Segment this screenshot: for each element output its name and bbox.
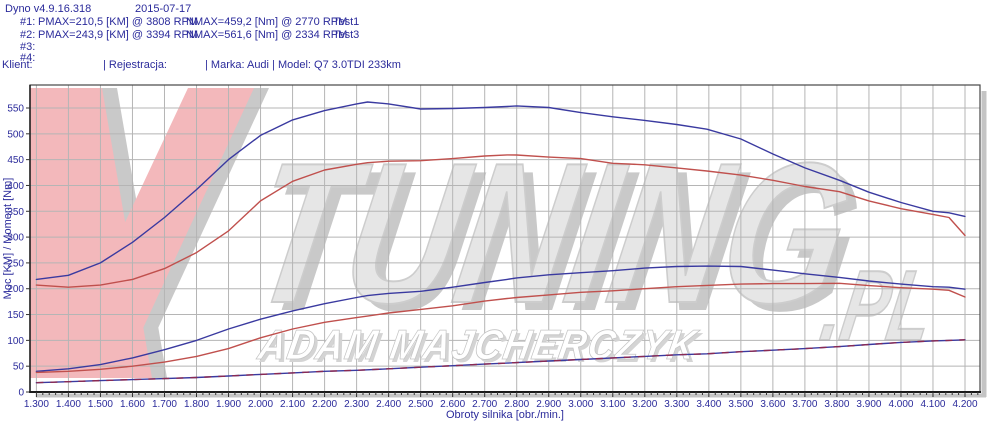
x-tick-label: 1.300 <box>24 399 49 410</box>
x-tick-label: 2.400 <box>376 399 401 410</box>
y-tick-label: 200 <box>7 284 24 295</box>
run2-id: #2: <box>20 29 36 41</box>
x-tick-label: 2.200 <box>312 399 337 410</box>
make-model-label: | Marka: Audi | Model: Q7 3.0TDI 233km <box>205 59 401 71</box>
run4-id: #4: <box>20 52 36 64</box>
x-tick-label: 3.500 <box>728 399 753 410</box>
x-tick-label: 3.600 <box>760 399 785 410</box>
x-tick-label: 2.300 <box>344 399 369 410</box>
x-tick-label: 3.900 <box>856 399 881 410</box>
y-tick-label: 350 <box>7 207 24 218</box>
y-tick-label: 250 <box>7 258 24 269</box>
x-tick-label: 2.500 <box>408 399 433 410</box>
y-tick-label: 500 <box>7 129 24 140</box>
y-tick-label: 50 <box>13 362 25 373</box>
x-tick-label: 2.600 <box>440 399 465 410</box>
x-tick-label: 1.800 <box>184 399 209 410</box>
watermark-author-text: ADAM MAJCHERCZYK <box>254 321 702 368</box>
y-tick-label: 150 <box>7 310 24 321</box>
x-tick-label: 2.000 <box>248 399 273 410</box>
run3-id: #3: <box>20 41 36 53</box>
registration-label: | Rejestracja: <box>103 59 167 71</box>
x-tick-label: 2.700 <box>472 399 497 410</box>
y-tick-label: 400 <box>7 181 24 192</box>
report-date: 2015-07-17 <box>135 3 192 15</box>
run1-test-label: Test1 <box>333 16 360 28</box>
x-tick-label: 1.500 <box>88 399 113 410</box>
x-tick-label: 4.100 <box>920 399 945 410</box>
plot-shadow-bottom <box>36 393 986 398</box>
y-tick-label: 0 <box>18 388 24 399</box>
x-tick-label: 3.200 <box>632 399 657 410</box>
x-tick-label: 3.400 <box>696 399 721 410</box>
y-tick-label: 450 <box>7 155 24 166</box>
curve-torque-test1 <box>35 154 966 288</box>
x-tick-label: 1.600 <box>120 399 145 410</box>
run2-test-label: Test3 <box>333 29 360 41</box>
run2-pmax: PMAX=243,9 [KM] @ 3394 RPM <box>38 29 199 41</box>
x-axis-title: Obroty silnika [obr./min.] <box>446 409 564 421</box>
x-tick-label: 3.300 <box>664 399 689 410</box>
y-tick-label: 550 <box>7 104 24 115</box>
watermark-tuning-shadow: TUNING <box>246 129 875 352</box>
x-tick-label: 3.800 <box>824 399 849 410</box>
x-tick-label: 2.100 <box>280 399 305 410</box>
watermark-pl-text: .PL <box>814 251 942 362</box>
watermark-tuning-text: TUNING <box>236 121 865 344</box>
plot-shadow-right <box>981 91 987 397</box>
y-tick-label: 300 <box>7 233 24 244</box>
x-tick-label: 3.100 <box>600 399 625 410</box>
watermark-author-shadow: ADAM MAJCHERCZYK <box>257 324 705 371</box>
x-tick-label: 4.000 <box>888 399 913 410</box>
run1-pmax: PMAX=210,5 [KM] @ 3808 RPM <box>38 16 199 28</box>
x-tick-label: 2.900 <box>536 399 561 410</box>
x-tick-label: 3.000 <box>568 399 593 410</box>
x-tick-label: 2.800 <box>504 399 529 410</box>
run1-id: #1: <box>20 16 36 28</box>
x-tick-label: 1.700 <box>152 399 177 410</box>
curve-power-test1 <box>35 282 966 374</box>
y-tick-label: 100 <box>7 336 24 347</box>
client-label: Klient: <box>2 59 33 71</box>
x-tick-label: 1.400 <box>56 399 81 410</box>
x-tick-label: 4.200 <box>952 399 977 410</box>
run2-nmax: NMAX=561,6 [Nm] @ 2334 RPM <box>186 29 348 41</box>
curve-aux-trace-dash <box>36 339 966 384</box>
curve-power-test3 <box>35 265 966 372</box>
app-version: Dyno v4.9.16.318 <box>5 3 92 15</box>
y-axis-title: Moc [KM] / Moment [Nm] <box>2 178 14 300</box>
x-tick-label: 1.900 <box>216 399 241 410</box>
watermark-v-shape <box>30 88 254 378</box>
x-tick-label: 3.700 <box>792 399 817 410</box>
run1-nmax: NMAX=459,2 [Nm] @ 2770 RPM <box>186 16 348 28</box>
curve-torque-test3 <box>35 101 966 281</box>
